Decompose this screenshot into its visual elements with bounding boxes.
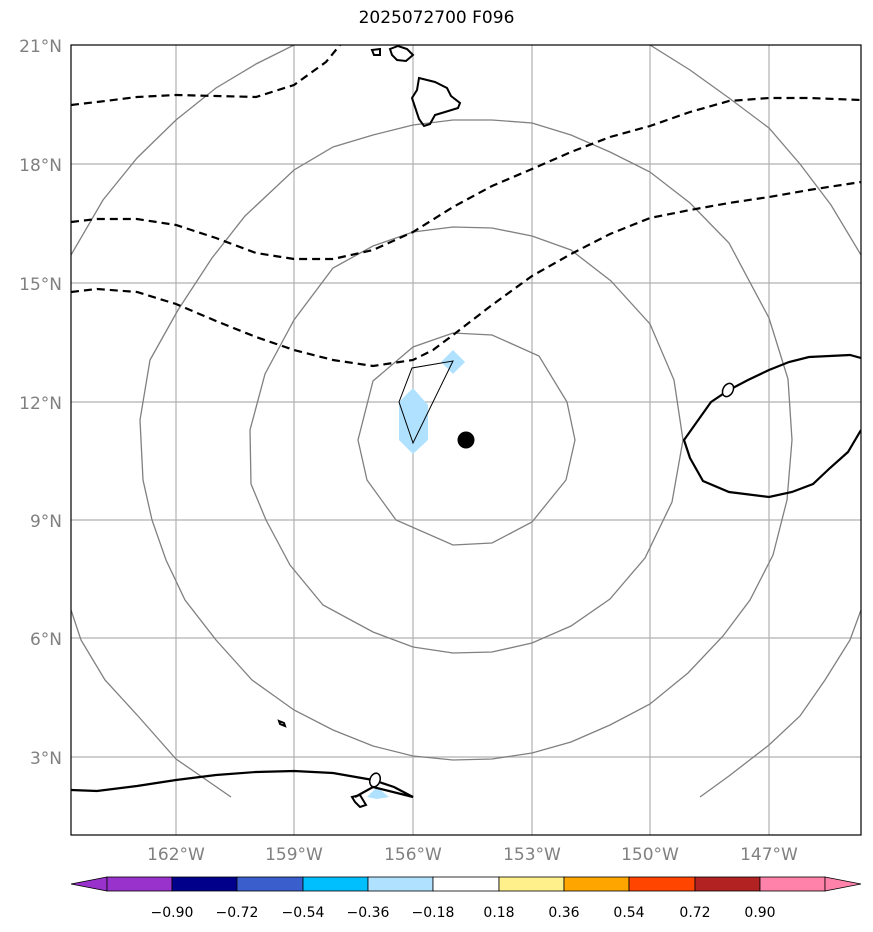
colorbar-bin-2 bbox=[171, 876, 238, 892]
colorbar-bin-9 bbox=[628, 876, 696, 892]
lat-label-3n: 3°N bbox=[30, 749, 62, 769]
colorbar-tick-2: −0.72 bbox=[216, 905, 259, 921]
colorbar-extend-high bbox=[824, 876, 862, 892]
colorbar-bin-6 bbox=[432, 876, 500, 892]
coastlines bbox=[277, 45, 462, 809]
contour-labels bbox=[368, 382, 735, 788]
lon-label-159w: 159°W bbox=[265, 845, 323, 865]
lon-label-156w: 156°W bbox=[384, 845, 442, 865]
dashed-contours bbox=[71, 45, 861, 368]
lat-labels: 21°N 18°N 15°N 12°N 9°N 6°N 3°N bbox=[19, 37, 62, 769]
colorbar bbox=[70, 876, 862, 892]
island-hawaii bbox=[410, 76, 462, 128]
contour-label-east-bg bbox=[721, 382, 735, 398]
colorbar-tick-3: −0.54 bbox=[282, 905, 325, 921]
colorbar-tick-1: −0.90 bbox=[151, 905, 194, 921]
island-molokai bbox=[370, 47, 381, 56]
center-marker bbox=[457, 431, 475, 449]
shaded-patch-main bbox=[399, 388, 428, 454]
colorbar-tick-10: 0.90 bbox=[744, 905, 775, 921]
colorbar-tick-4: −0.36 bbox=[347, 905, 390, 921]
dashed-contour-3 bbox=[71, 180, 861, 368]
lon-label-150w: 150°W bbox=[621, 845, 679, 865]
dashed-contour-2 bbox=[71, 96, 861, 261]
colorbar-bin-10 bbox=[694, 876, 761, 892]
lat-label-21n: 21°N bbox=[19, 37, 62, 57]
solid-contour-south bbox=[71, 769, 414, 799]
colorbar-bin-3 bbox=[236, 876, 304, 892]
lat-label-6n: 6°N bbox=[30, 630, 62, 650]
colorbar-bin-8 bbox=[563, 876, 630, 892]
map-frame bbox=[70, 44, 862, 836]
range-rings bbox=[71, 45, 861, 798]
dashed-contour-1 bbox=[71, 45, 341, 107]
graticule bbox=[71, 45, 861, 835]
colorbar-bin-5 bbox=[367, 876, 434, 892]
colorbar-ticks: −0.90 −0.72 −0.54 −0.36 −0.18 0.18 0.36 … bbox=[151, 905, 776, 921]
colorbar-bin-4 bbox=[302, 876, 369, 892]
lon-label-153w: 153°W bbox=[503, 845, 561, 865]
colorbar-tick-5: −0.18 bbox=[412, 905, 455, 921]
lon-label-147w: 147°W bbox=[740, 845, 798, 865]
shaded-patch-south bbox=[367, 787, 389, 799]
shaded-field bbox=[367, 350, 465, 799]
lat-label-18n: 18°N bbox=[19, 156, 62, 176]
range-ring-3 bbox=[139, 119, 793, 761]
colorbar-bin-11 bbox=[759, 876, 826, 892]
island-small-1 bbox=[277, 719, 287, 728]
island-maui bbox=[388, 45, 415, 63]
colorbar-extend-low bbox=[70, 876, 108, 892]
island-small-2 bbox=[350, 793, 368, 809]
map-title: 2025072700 F096 bbox=[358, 8, 515, 28]
colorbar-bin-1 bbox=[106, 876, 173, 892]
range-ring-4 bbox=[71, 45, 861, 798]
range-ring-2 bbox=[249, 226, 684, 654]
colorbar-tick-8: 0.54 bbox=[613, 905, 644, 921]
lat-label-9n: 9°N bbox=[30, 512, 62, 532]
lon-labels: 162°W 159°W 156°W 153°W 150°W 147°W bbox=[147, 845, 798, 865]
colorbar-tick-9: 0.72 bbox=[679, 905, 710, 921]
outline-polygon bbox=[398, 360, 454, 445]
range-ring-1 bbox=[357, 332, 576, 546]
lon-label-162w: 162°W bbox=[147, 845, 205, 865]
lat-label-12n: 12°N bbox=[19, 394, 62, 414]
colorbar-bin-7 bbox=[498, 876, 565, 892]
contour-label-south-bg bbox=[368, 772, 382, 788]
solid-contours bbox=[71, 353, 861, 799]
lat-label-15n: 15°N bbox=[19, 275, 62, 295]
solid-contour-east bbox=[682, 353, 861, 499]
colorbar-tick-6: 0.18 bbox=[483, 905, 514, 921]
colorbar-tick-7: 0.36 bbox=[548, 905, 579, 921]
